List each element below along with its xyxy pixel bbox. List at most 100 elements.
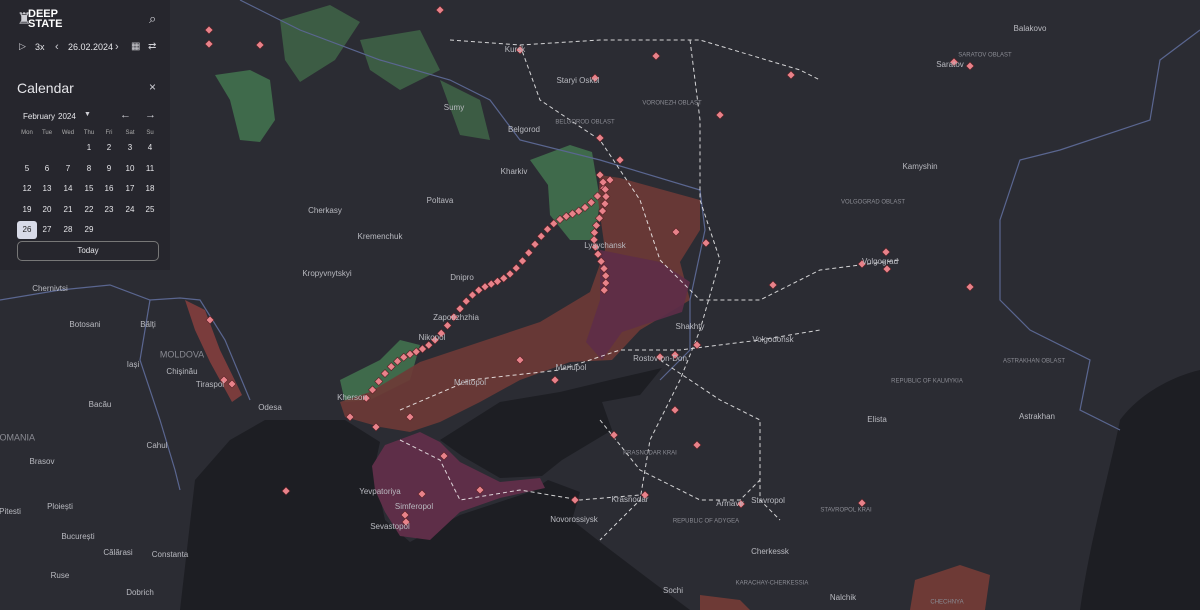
event-marker bbox=[345, 412, 355, 422]
event-marker bbox=[595, 170, 605, 180]
calendar-day[interactable]: 17 bbox=[125, 184, 135, 193]
event-marker bbox=[671, 227, 681, 237]
calendar-button[interactable]: ▦ bbox=[131, 41, 141, 52]
next-date-button[interactable]: › bbox=[115, 41, 119, 53]
year-select[interactable]: 2024 bbox=[58, 112, 76, 121]
calendar-day[interactable]: 5 bbox=[24, 163, 30, 173]
weekday-label: Sat bbox=[125, 130, 135, 136]
prev-month-button[interactable]: ← bbox=[120, 109, 131, 121]
city-label: Kropyvnytskyi bbox=[302, 269, 352, 278]
weekday-label: Fri bbox=[105, 130, 113, 136]
logo-icon: ♜ bbox=[17, 11, 32, 28]
event-marker bbox=[651, 51, 661, 61]
close-button[interactable]: × bbox=[149, 80, 157, 94]
event-marker bbox=[405, 412, 415, 422]
region-label: ROMANIA bbox=[0, 432, 35, 442]
calendar-day[interactable]: 4 bbox=[147, 143, 153, 152]
event-marker bbox=[568, 209, 577, 219]
today-button[interactable]: Today bbox=[17, 241, 159, 261]
event-marker bbox=[615, 155, 625, 165]
search-button[interactable]: ⌕ bbox=[149, 11, 157, 26]
calendar-day[interactable]: 23 bbox=[104, 204, 114, 214]
event-marker bbox=[580, 203, 590, 212]
city-label: Chernivtsi bbox=[32, 284, 68, 293]
calendar-day[interactable]: 25 bbox=[145, 204, 155, 214]
city-label: Pitesti bbox=[0, 507, 21, 516]
city-label: Poltava bbox=[427, 196, 454, 205]
event-marker bbox=[598, 177, 608, 187]
timeline-button[interactable]: ⇄ bbox=[148, 41, 157, 52]
event-marker bbox=[361, 393, 371, 403]
event-marker bbox=[524, 248, 534, 258]
city-label: Lysychansk bbox=[584, 241, 627, 250]
crimea bbox=[372, 432, 545, 540]
dropdown-arrow[interactable]: ▼ bbox=[84, 111, 91, 118]
calendar-day[interactable]: 22 bbox=[84, 204, 94, 214]
region-label: MOLDOVA bbox=[160, 349, 204, 359]
railway bbox=[519, 44, 901, 301]
speed-button[interactable]: 3x bbox=[35, 42, 45, 52]
date-display[interactable]: 26.02.2024 bbox=[68, 42, 114, 52]
calendar-day[interactable]: 16 bbox=[104, 184, 114, 193]
railway bbox=[399, 439, 641, 501]
event-marker bbox=[736, 499, 746, 509]
calendar-day[interactable]: 9 bbox=[106, 163, 112, 173]
calendar-day[interactable]: 3 bbox=[127, 143, 133, 152]
calendar-day[interactable]: 14 bbox=[63, 184, 73, 193]
calendar-day[interactable]: 8 bbox=[86, 163, 92, 173]
liberated-area bbox=[215, 70, 275, 142]
event-marker bbox=[882, 264, 892, 274]
event-marker bbox=[401, 517, 411, 527]
calendar-day[interactable]: 7 bbox=[65, 163, 71, 173]
event-marker bbox=[600, 199, 610, 209]
side-panel: ♜ DEEP STATE ⌕ ▷ 3x ‹ 26.02.2024 › ▦ ⇄ Ca… bbox=[0, 0, 170, 270]
event-marker bbox=[486, 279, 496, 289]
calendar-day[interactable]: 28 bbox=[63, 225, 73, 234]
event-marker bbox=[475, 485, 485, 495]
event-marker bbox=[670, 405, 680, 415]
calendar-day[interactable]: 26 bbox=[17, 221, 37, 239]
month-select[interactable]: February bbox=[23, 112, 56, 121]
city-label: Kremenchuk bbox=[358, 232, 404, 241]
calendar-day[interactable]: 20 bbox=[42, 204, 52, 214]
region-label: VOLGOGRAD OBLAST bbox=[841, 200, 905, 206]
play-button[interactable]: ▷ bbox=[19, 41, 26, 51]
city-label: Shakhty bbox=[676, 322, 705, 331]
calendar-day[interactable]: 19 bbox=[22, 204, 32, 214]
event-marker bbox=[468, 290, 477, 300]
region-label: CHECHNYA bbox=[930, 600, 963, 606]
city-label: Dnipro bbox=[450, 273, 474, 282]
event-marker bbox=[599, 285, 609, 295]
transnistria bbox=[185, 300, 242, 402]
event-marker bbox=[430, 335, 440, 345]
event-marker bbox=[605, 175, 615, 185]
prev-date-button[interactable]: ‹ bbox=[55, 41, 59, 53]
event-marker bbox=[436, 328, 446, 338]
calendar-day[interactable]: 18 bbox=[145, 184, 155, 193]
calendar-day[interactable]: 10 bbox=[125, 163, 135, 173]
event-marker bbox=[655, 352, 665, 362]
city-label: Astrakhan bbox=[1019, 412, 1055, 421]
calendar-day[interactable]: 21 bbox=[63, 204, 73, 214]
event-marker bbox=[530, 239, 540, 249]
calendar-day[interactable]: 1 bbox=[86, 143, 92, 152]
calendar-day[interactable]: 27 bbox=[42, 225, 52, 234]
calendar-day[interactable]: 6 bbox=[44, 163, 50, 173]
calendar-day[interactable]: 15 bbox=[84, 184, 94, 193]
event-marker bbox=[599, 264, 609, 274]
calendar-day[interactable]: 29 bbox=[84, 225, 94, 234]
calendar-day[interactable]: 11 bbox=[145, 163, 155, 173]
caspian-sea bbox=[1080, 370, 1200, 610]
calendar-day[interactable]: 24 bbox=[125, 204, 135, 214]
event-marker bbox=[219, 375, 229, 385]
city-label: Ploiești bbox=[47, 502, 73, 511]
event-marker bbox=[561, 211, 571, 221]
event-marker bbox=[371, 422, 381, 432]
calendar-day[interactable]: 2 bbox=[106, 143, 112, 152]
liberated-area bbox=[280, 5, 490, 140]
event-marker bbox=[550, 375, 560, 385]
event-marker bbox=[374, 377, 384, 386]
calendar-day[interactable]: 13 bbox=[42, 184, 52, 193]
calendar-day[interactable]: 12 bbox=[22, 184, 32, 193]
next-month-button[interactable]: → bbox=[145, 109, 156, 121]
